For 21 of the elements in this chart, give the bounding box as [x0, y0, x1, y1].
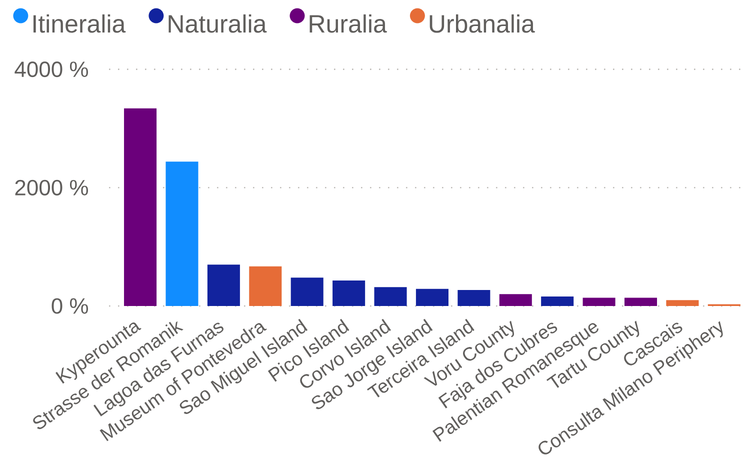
bar — [458, 290, 490, 306]
bar — [416, 288, 448, 306]
bar — [249, 266, 282, 306]
y-tick-label: 0 % — [52, 298, 88, 314]
legend-label: Naturalia — [168, 14, 267, 33]
bar — [666, 300, 699, 306]
bar — [166, 162, 198, 306]
bar — [124, 108, 157, 306]
y-tick-label: 4000 % — [14, 62, 88, 78]
y-tick-label: 2000 % — [15, 180, 88, 196]
bar — [582, 298, 616, 306]
bar — [290, 278, 324, 306]
bar — [207, 264, 240, 306]
legend-label: Urbanalia — [430, 14, 535, 33]
bar — [541, 296, 574, 306]
bar — [374, 287, 407, 306]
legend-label: Ruralia — [310, 14, 387, 33]
bar — [624, 298, 658, 306]
legend-label: Itineralia — [34, 14, 126, 33]
bar — [499, 294, 532, 306]
bar — [332, 280, 366, 306]
